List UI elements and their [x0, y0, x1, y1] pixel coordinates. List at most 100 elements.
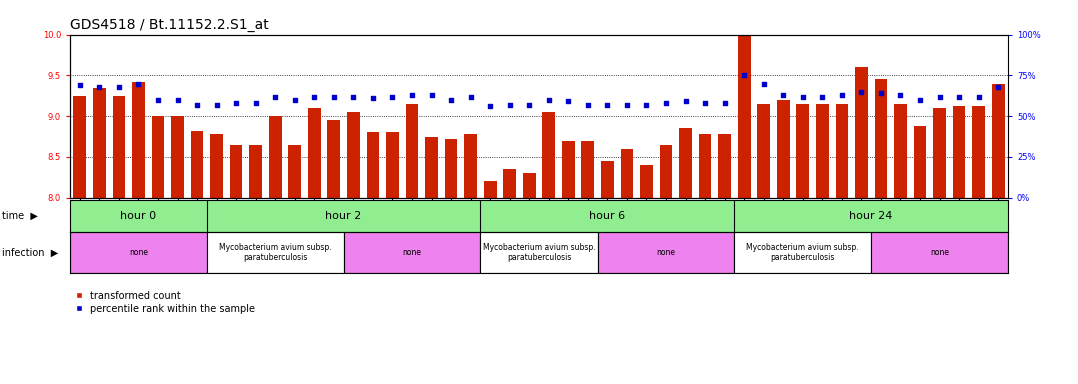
Text: hour 6: hour 6 [590, 211, 625, 221]
Bar [562, 141, 575, 198]
Text: none: none [657, 248, 676, 257]
Point [872, 90, 889, 96]
Point [129, 81, 147, 87]
Bar [640, 165, 653, 198]
Bar [992, 84, 1005, 198]
Text: hour 0: hour 0 [121, 211, 156, 221]
Bar [660, 145, 673, 198]
Point [853, 89, 870, 95]
Bar [171, 116, 184, 198]
Point [540, 97, 557, 103]
Text: time  ▶: time ▶ [2, 211, 38, 221]
Point [345, 94, 362, 100]
Point [677, 98, 694, 104]
Bar [191, 131, 204, 198]
Text: Mycobacterium avium subsp.
paratuberculosis: Mycobacterium avium subsp. paratuberculo… [746, 243, 859, 262]
Bar [465, 134, 476, 198]
Point [598, 102, 616, 108]
Bar [972, 106, 985, 198]
Bar [249, 145, 262, 198]
Point [482, 103, 499, 109]
Bar [133, 82, 144, 198]
Point [951, 94, 968, 100]
Bar [758, 104, 770, 198]
Bar [481, 232, 597, 273]
Text: hour 2: hour 2 [326, 211, 362, 221]
Bar [445, 139, 457, 198]
Bar [367, 132, 379, 198]
Text: hour 24: hour 24 [849, 211, 893, 221]
Point [326, 94, 343, 100]
Point [442, 97, 459, 103]
Bar [93, 88, 106, 198]
Bar [230, 145, 243, 198]
Text: GDS4518 / Bt.11152.2.S1_at: GDS4518 / Bt.11152.2.S1_at [70, 18, 268, 32]
Point [892, 92, 909, 98]
Point [169, 97, 186, 103]
Point [716, 100, 733, 106]
Bar [953, 106, 966, 198]
Point [364, 95, 382, 101]
Bar [344, 232, 481, 273]
Point [990, 84, 1007, 90]
Bar [207, 232, 344, 273]
Point [794, 94, 812, 100]
Point [814, 94, 831, 100]
Point [91, 84, 108, 90]
Bar [542, 112, 555, 198]
Bar [523, 173, 536, 198]
Point [579, 102, 596, 108]
Point [658, 100, 675, 106]
Point [403, 92, 420, 98]
Bar [112, 96, 125, 198]
Point [833, 92, 851, 98]
Bar [210, 134, 223, 198]
Point [931, 94, 949, 100]
Point [110, 84, 127, 90]
Point [286, 97, 303, 103]
Bar [934, 108, 945, 198]
Text: none: none [930, 248, 949, 257]
Point [501, 102, 519, 108]
Point [71, 82, 88, 88]
Bar [777, 100, 789, 198]
Bar [347, 112, 360, 198]
Legend: transformed count, percentile rank within the sample: transformed count, percentile rank withi… [75, 291, 255, 314]
Point [384, 94, 401, 100]
Point [638, 102, 655, 108]
Point [208, 102, 225, 108]
Point [306, 94, 323, 100]
Bar [602, 161, 613, 198]
Point [266, 94, 284, 100]
Point [521, 102, 538, 108]
Bar [679, 128, 692, 198]
Bar [835, 104, 848, 198]
Bar [70, 232, 207, 273]
Bar [405, 104, 418, 198]
Point [227, 100, 245, 106]
Bar [503, 169, 516, 198]
Point [423, 92, 440, 98]
Bar [328, 120, 341, 198]
Bar [425, 137, 438, 198]
Bar [816, 104, 829, 198]
Point [775, 92, 792, 98]
Bar [855, 67, 868, 198]
Bar [718, 134, 731, 198]
Point [559, 98, 577, 104]
Bar [484, 182, 497, 198]
Bar [289, 145, 301, 198]
Text: Mycobacterium avium subsp.
paratuberculosis: Mycobacterium avium subsp. paratuberculo… [483, 243, 595, 262]
Bar [734, 232, 871, 273]
Bar [268, 116, 281, 198]
Point [150, 97, 167, 103]
Bar [871, 232, 1008, 273]
Text: Mycobacterium avium subsp.
paratuberculosis: Mycobacterium avium subsp. paratuberculo… [219, 243, 332, 262]
Bar [914, 126, 926, 198]
Point [911, 97, 928, 103]
Point [247, 100, 264, 106]
Bar [152, 116, 164, 198]
Text: none: none [402, 248, 421, 257]
Point [970, 94, 987, 100]
Text: none: none [129, 248, 148, 257]
